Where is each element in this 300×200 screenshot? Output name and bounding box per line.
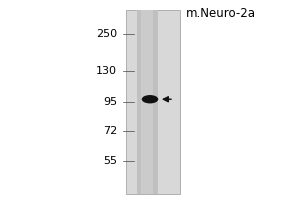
Ellipse shape bbox=[142, 95, 158, 103]
Text: 95: 95 bbox=[103, 97, 117, 107]
Bar bbox=[141, 10, 153, 194]
Text: 55: 55 bbox=[103, 156, 117, 166]
Bar bbox=[126, 10, 180, 194]
Text: 130: 130 bbox=[96, 66, 117, 76]
Text: 72: 72 bbox=[103, 126, 117, 136]
Text: 250: 250 bbox=[96, 29, 117, 39]
Bar bbox=[136, 10, 158, 194]
Text: m.Neuro-2a: m.Neuro-2a bbox=[186, 7, 256, 20]
